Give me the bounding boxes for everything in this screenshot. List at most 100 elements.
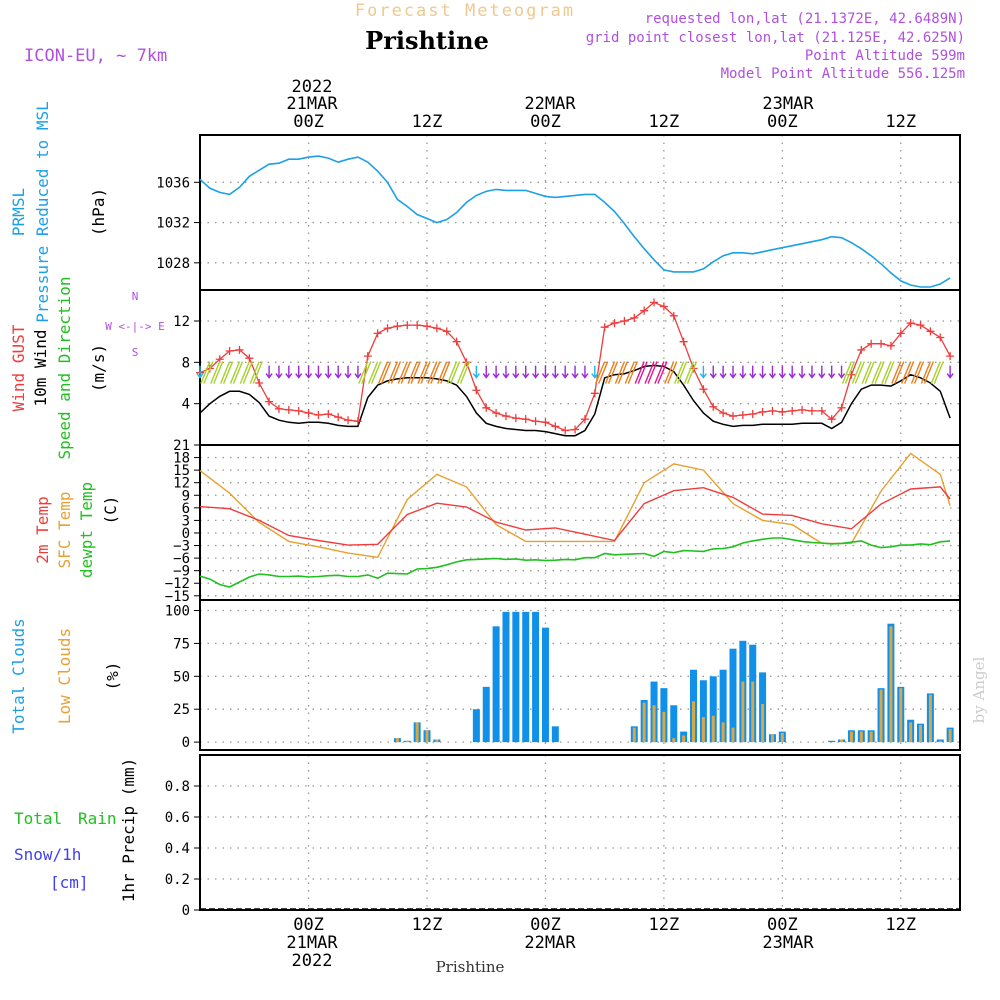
t2m-label: 2m Temp: [33, 496, 52, 563]
wind-arrow: [344, 365, 352, 379]
y-tick-label: 0: [182, 903, 190, 919]
gust-marker: [590, 389, 599, 398]
gust-marker: [709, 402, 718, 411]
wind-arrow: [522, 365, 530, 379]
bottom-time-tick-label: 12Z: [649, 915, 680, 935]
low-cloud-bar: [731, 727, 735, 743]
pressure-line: [199, 155, 951, 288]
wind-barb: [841, 361, 856, 384]
top-time-tick-label: 00Z: [530, 112, 561, 132]
sfc-temp-label: SFC Temp: [55, 491, 74, 568]
y-tick-label: 18: [173, 451, 190, 467]
wind-barb: [595, 361, 609, 384]
low-cloud-bar: [928, 694, 932, 743]
wind-barb: [920, 361, 935, 384]
total-cloud-bar: [541, 627, 549, 743]
low-cloud-bar: [899, 688, 903, 743]
gust-marker: [699, 385, 708, 394]
wind-arrow: [828, 365, 836, 379]
wind-arrow: [837, 365, 846, 379]
point-altitude: Point Altitude 599m: [805, 48, 965, 64]
top-time-tick-label: 12Z: [649, 112, 680, 132]
bottom-time-tick-label: 00Z: [530, 915, 561, 935]
wind-barb: [446, 361, 461, 384]
y-tick-label: 21: [173, 438, 190, 454]
wind-arrow: [472, 365, 480, 379]
y-tick-label: 4: [182, 397, 190, 413]
gust-marker: [936, 333, 945, 342]
top-year-label: 2022: [292, 77, 333, 97]
y-tick-label: 12: [173, 314, 190, 330]
bottom-date-label: 21MAR: [286, 933, 338, 953]
low-cloud-bar: [711, 715, 715, 743]
wind-barb: [624, 361, 638, 384]
gust-marker: [837, 403, 846, 412]
gust-marker: [669, 311, 678, 320]
wind-label: 10m Wind: [31, 329, 50, 406]
gust-marker: [679, 337, 688, 346]
gust-marker: [501, 412, 510, 421]
wind-arrow: [305, 365, 313, 379]
wind-arrow: [275, 365, 283, 379]
wind-barb: [861, 361, 875, 384]
gust-marker: [324, 410, 333, 418]
wind-arrow: [788, 365, 796, 379]
gust-marker: [610, 319, 619, 328]
gust-marker: [857, 345, 866, 354]
low-cloud-bar: [879, 689, 883, 743]
y-tick-label: 0.4: [165, 841, 190, 857]
top-time-tick-label: 12Z: [412, 112, 443, 132]
low-cloud-bar: [751, 681, 755, 743]
wind-barb: [910, 361, 925, 384]
gridpoint-coords: grid point closest lon,lat (21.125E, 42.…: [586, 30, 965, 46]
gust-marker: [738, 411, 747, 420]
gust-marker: [728, 412, 737, 421]
wind-arrow: [729, 365, 737, 379]
footer-location: Prishtine: [436, 958, 505, 976]
wind-direction-label: Speed and Direction: [55, 276, 74, 459]
wind-arrow: [502, 365, 510, 379]
gust-marker: [946, 352, 955, 361]
gust-marker: [383, 324, 392, 333]
y-tick-label: −3: [173, 539, 190, 555]
low-cloud-bar: [682, 735, 686, 743]
wind-arrow: [798, 365, 806, 379]
gust-marker: [334, 413, 343, 422]
top-time-tick-label: 12Z: [885, 112, 916, 132]
gust-marker: [442, 327, 451, 336]
temp-unit: (C): [101, 496, 120, 525]
low-cloud-bar: [405, 740, 409, 743]
low-cloud-bar: [721, 722, 725, 743]
wind-arrow: [571, 365, 579, 379]
y-tick-label: 0.8: [165, 779, 190, 795]
wind-arrow: [749, 365, 757, 379]
gust-marker: [363, 352, 372, 361]
wind-barb: [358, 361, 372, 384]
wind-arrow: [699, 365, 707, 379]
requested-coords: requested lon,lat (21.1372E, 42.6489N): [645, 11, 965, 27]
top-time-tick-label: 00Z: [767, 112, 798, 132]
y-tick-label: 1028: [156, 256, 190, 272]
wind-speed-line: [199, 364, 951, 437]
total-cloud-bar: [551, 726, 559, 743]
gust-marker: [344, 416, 353, 425]
gust-marker: [541, 418, 550, 427]
gust-marker: [482, 403, 491, 412]
total-cloud-bar: [729, 648, 737, 743]
wind-barb: [437, 361, 451, 384]
gust-marker: [432, 324, 441, 333]
precip-total-label: Total: [14, 809, 62, 828]
wind-arrow: [295, 365, 303, 379]
wind-barb: [377, 361, 392, 384]
y-tick-label: −6: [173, 551, 190, 567]
gust-marker: [926, 327, 935, 336]
pressure-unit: (hPa): [89, 188, 108, 236]
y-tick-label: 3: [182, 513, 190, 529]
gust-marker: [294, 406, 303, 415]
y-tick-label: 8: [182, 355, 190, 371]
bottom-date-label: 22MAR: [524, 933, 576, 953]
gust-marker: [235, 345, 244, 354]
bottom-date-label: 23MAR: [762, 933, 814, 953]
wind-arrow: [334, 365, 342, 379]
low-cloud-bar: [938, 740, 942, 743]
